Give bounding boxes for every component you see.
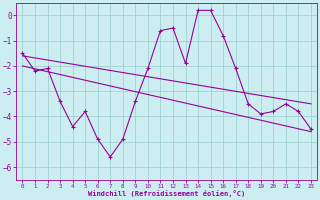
X-axis label: Windchill (Refroidissement éolien,°C): Windchill (Refroidissement éolien,°C) <box>88 190 245 197</box>
